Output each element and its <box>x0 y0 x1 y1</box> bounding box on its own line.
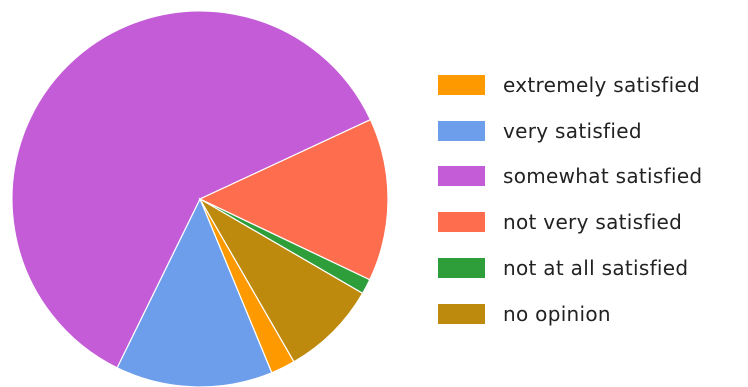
legend-swatch <box>438 166 485 187</box>
legend-item: no opinion <box>438 291 702 337</box>
legend-item: somewhat satisfied <box>438 154 702 200</box>
pie-slice-somewhat-satisfied <box>11 10 372 369</box>
legend-label: no opinion <box>503 301 611 326</box>
pie-slice-not-very-satisfied <box>198 118 389 281</box>
legend-label: not very satisfied <box>503 210 683 235</box>
legend-label: somewhat satisfied <box>503 164 703 189</box>
pie-slice-no-opinion <box>198 197 364 363</box>
legend: extremely satisfied very satisfied somewha… <box>438 62 702 337</box>
legend-item: extremely satisfied <box>438 62 702 108</box>
legend-swatch <box>438 258 485 279</box>
pie-chart <box>11 10 389 387</box>
legend-swatch <box>438 120 485 141</box>
legend-swatch <box>438 74 485 95</box>
legend-label: very satisfied <box>503 118 642 143</box>
legend-item: not at all satisfied <box>438 245 702 291</box>
legend-label: not at all satisfied <box>503 256 689 281</box>
legend-label: extremely satisfied <box>503 72 701 97</box>
legend-swatch <box>438 212 485 233</box>
legend-item: very satisfied <box>438 108 702 154</box>
legend-item: not very satisfied <box>438 199 702 245</box>
legend-swatch <box>438 303 485 324</box>
